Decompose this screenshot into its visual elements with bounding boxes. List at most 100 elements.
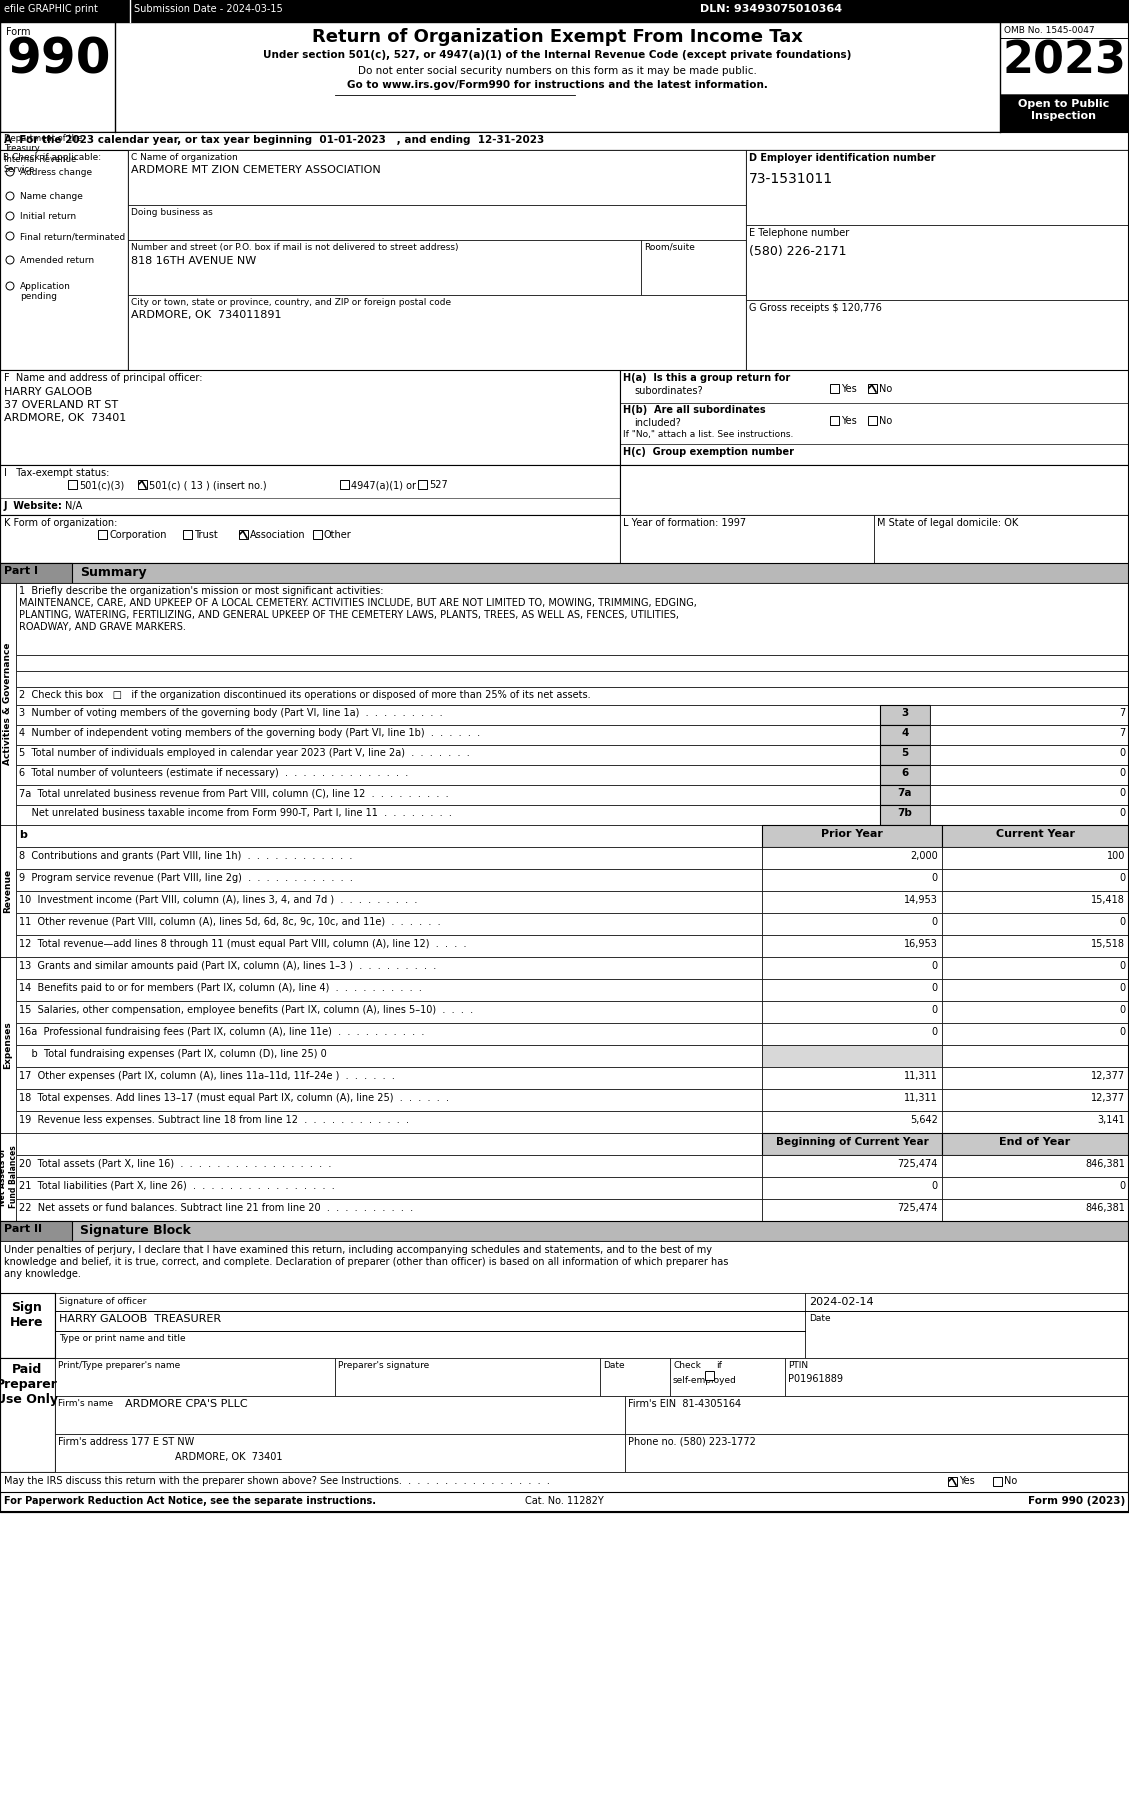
Bar (16, 687, 1129, 705)
Bar (641, 240, 746, 296)
Bar (16, 805, 879, 825)
Bar (0, 132, 1129, 150)
Text: MAINTENANCE, CARE, AND UPKEEP OF A LOCAL CEMETERY. ACTIVITIES INCLUDE, BUT ARE N: MAINTENANCE, CARE, AND UPKEEP OF A LOCAL… (19, 598, 697, 607)
Bar (0, 150, 128, 369)
Text: Trust: Trust (194, 530, 218, 541)
Text: Number and street (or P.O. box if mail is not delivered to street address): Number and street (or P.O. box if mail i… (131, 243, 458, 252)
Bar (16, 1155, 762, 1177)
Text: 10  Investment income (Part VIII, column (A), lines 3, 4, and 7d )  .  .  .  .  : 10 Investment income (Part VIII, column … (19, 896, 418, 905)
Text: Revenue: Revenue (3, 869, 12, 914)
Bar (0, 1222, 1129, 1242)
Text: efile GRAPHIC print: efile GRAPHIC print (5, 4, 98, 14)
Text: No: No (879, 416, 892, 425)
Text: b: b (19, 831, 27, 840)
Bar (16, 1088, 762, 1112)
Text: 0: 0 (931, 917, 938, 926)
Text: Date: Date (603, 1361, 624, 1370)
Text: Under penalties of perjury, I declare that I have examined this return, includin: Under penalties of perjury, I declare th… (5, 1245, 712, 1254)
Text: G Gross receipts $ 120,776: G Gross receipts $ 120,776 (749, 303, 882, 314)
Bar (762, 1000, 942, 1024)
Text: Beginning of Current Year: Beginning of Current Year (776, 1137, 928, 1148)
Text: 7a  Total unrelated business revenue from Part VIII, column (C), line 12  .  .  : 7a Total unrelated business revenue from… (19, 787, 448, 798)
Text: 0: 0 (931, 1180, 938, 1191)
Bar (55, 1359, 335, 1397)
Text: 12,377: 12,377 (1091, 1070, 1124, 1081)
Bar (785, 1359, 1129, 1397)
Bar (942, 1133, 1129, 1155)
Bar (16, 1067, 762, 1088)
Text: F  Name and address of principal officer:: F Name and address of principal officer: (5, 373, 202, 384)
Bar (669, 1359, 785, 1397)
Bar (762, 1067, 942, 1088)
Bar (16, 935, 762, 957)
Bar (762, 978, 942, 1000)
Text: Yes: Yes (959, 1476, 974, 1487)
Text: Prior Year: Prior Year (821, 829, 883, 840)
Bar (16, 1198, 762, 1222)
Bar (0, 1222, 72, 1242)
Text: 12,377: 12,377 (1091, 1094, 1124, 1103)
Bar (55, 1434, 625, 1472)
Bar (762, 1155, 942, 1177)
Text: 0: 0 (931, 960, 938, 971)
Text: Submission Date - 2024-03-15: Submission Date - 2024-03-15 (134, 4, 282, 14)
Bar (128, 150, 746, 369)
Bar (762, 1088, 942, 1112)
Bar (0, 1472, 1129, 1492)
Bar (942, 847, 1129, 869)
Text: Firm's EIN  81-4305164: Firm's EIN 81-4305164 (628, 1398, 741, 1409)
Text: 7: 7 (1119, 708, 1124, 717)
Bar (762, 847, 942, 869)
Text: I   Tax-exempt status:: I Tax-exempt status: (5, 469, 110, 478)
Bar (16, 914, 762, 935)
Text: if: if (716, 1361, 721, 1370)
Text: ROADWAY, AND GRAVE MARKERS.: ROADWAY, AND GRAVE MARKERS. (19, 622, 186, 633)
Bar (830, 384, 839, 393)
Text: 5: 5 (901, 748, 909, 759)
Text: No: No (1004, 1476, 1017, 1487)
Text: Signature of officer: Signature of officer (59, 1297, 147, 1306)
Text: 0: 0 (1119, 960, 1124, 971)
Text: 527: 527 (429, 479, 448, 490)
Bar (0, 515, 620, 562)
Bar (762, 869, 942, 890)
Text: Type or print name and title: Type or print name and title (59, 1333, 185, 1342)
Text: ARDMORE, OK  73401: ARDMORE, OK 73401 (5, 413, 126, 423)
Text: N/A: N/A (65, 501, 82, 512)
Text: 13  Grants and similar amounts paid (Part IX, column (A), lines 1–3 )  .  .  .  : 13 Grants and similar amounts paid (Part… (19, 960, 436, 971)
Text: 3  Number of voting members of the governing body (Part VI, line 1a)  .  .  .  .: 3 Number of voting members of the govern… (19, 708, 443, 717)
Text: self-employed: self-employed (673, 1377, 737, 1386)
Bar (746, 225, 1129, 299)
Bar (942, 1112, 1129, 1133)
Bar (879, 724, 930, 744)
Text: 4947(a)(1) or: 4947(a)(1) or (351, 479, 415, 490)
Bar (0, 562, 72, 584)
Bar (128, 150, 746, 205)
Bar (762, 1045, 942, 1067)
Bar (930, 805, 1129, 825)
Bar (930, 705, 1129, 724)
Bar (0, 465, 620, 515)
Text: Do not enter social security numbers on this form as it may be made public.: Do not enter social security numbers on … (358, 67, 756, 76)
Bar (0, 825, 16, 957)
Text: 18  Total expenses. Add lines 13–17 (must equal Part IX, column (A), line 25)  .: 18 Total expenses. Add lines 13–17 (must… (19, 1094, 449, 1103)
Text: 3: 3 (901, 708, 909, 717)
Text: B Check if applicable:: B Check if applicable: (3, 153, 102, 162)
Bar (762, 1198, 942, 1222)
Bar (762, 1024, 942, 1045)
Bar (762, 957, 942, 978)
Bar (879, 744, 930, 766)
Text: 15,418: 15,418 (1091, 896, 1124, 905)
Bar (625, 1397, 1129, 1434)
Text: 1  Briefly describe the organization's mission or most significant activities:: 1 Briefly describe the organization's mi… (19, 586, 384, 596)
Text: Check: Check (673, 1361, 701, 1370)
Text: 73-1531011: 73-1531011 (749, 171, 833, 186)
Bar (746, 299, 1129, 369)
Text: L Year of formation: 1997: L Year of formation: 1997 (623, 517, 746, 528)
Text: 0: 0 (1119, 748, 1124, 759)
Bar (16, 1000, 762, 1024)
Text: 14  Benefits paid to or for members (Part IX, column (A), line 4)  .  .  .  .  .: 14 Benefits paid to or for members (Part… (19, 984, 422, 993)
Text: 0: 0 (1119, 807, 1124, 818)
Bar (16, 766, 879, 786)
Text: 20  Total assets (Part X, line 16)  .  .  .  .  .  .  .  .  .  .  .  .  .  .  . : 20 Total assets (Part X, line 16) . . . … (19, 1159, 332, 1169)
